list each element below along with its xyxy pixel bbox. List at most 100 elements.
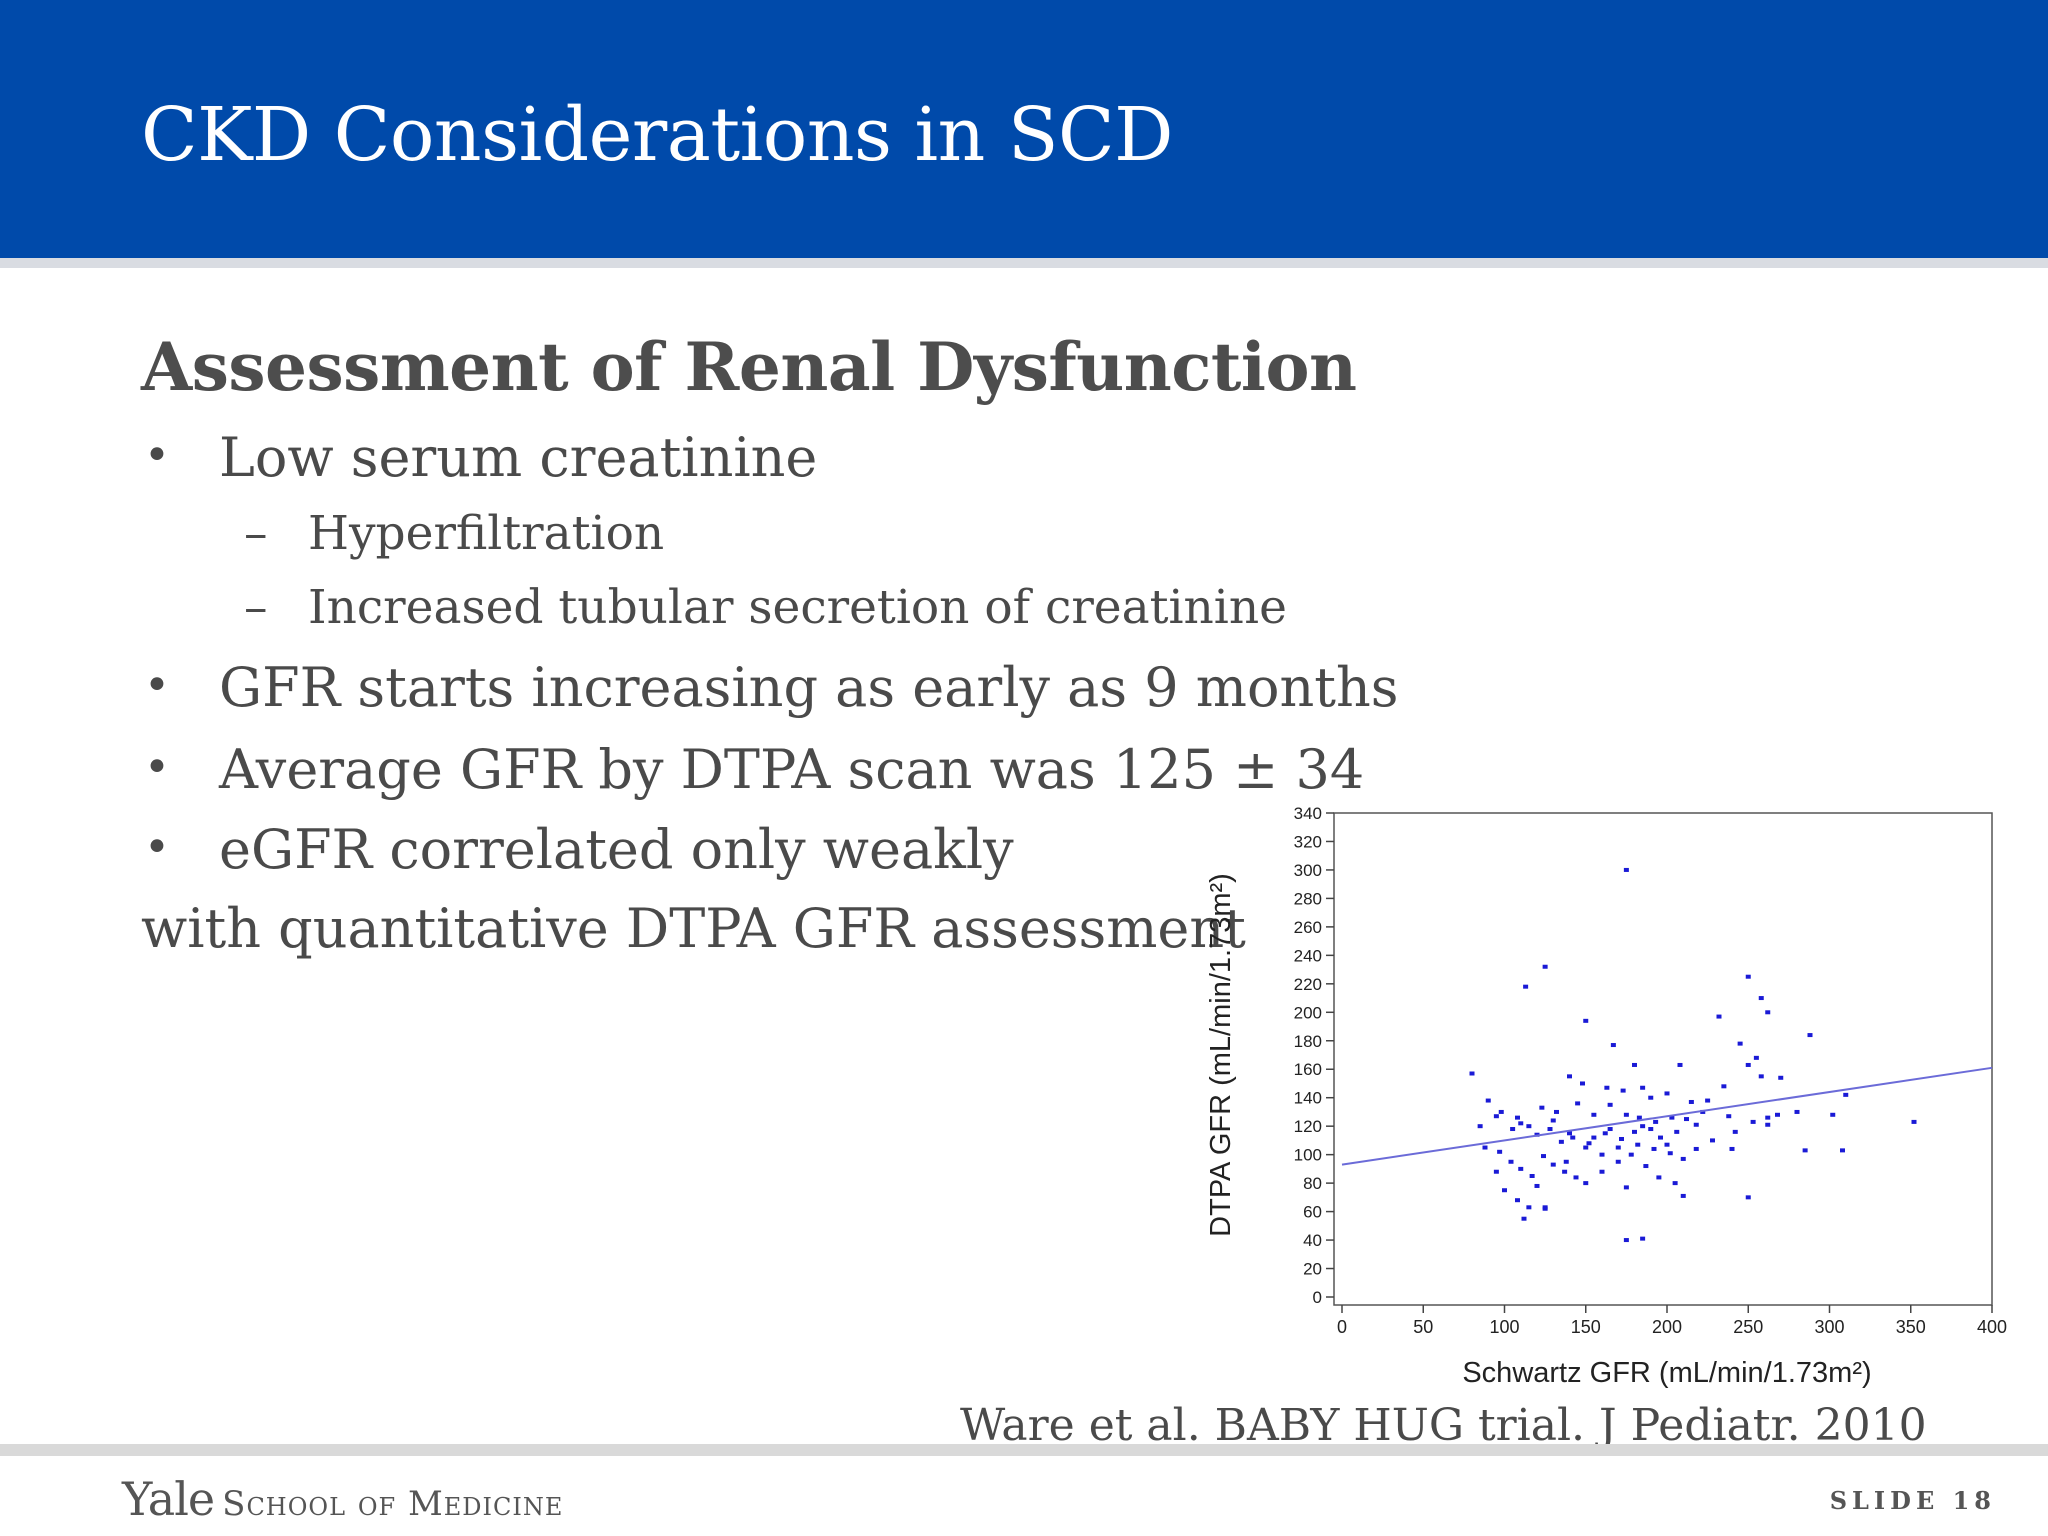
- data-point: [1493, 1169, 1499, 1174]
- data-point: [1541, 1154, 1546, 1159]
- y-tick-label: 120: [1294, 1117, 1322, 1136]
- data-point: [1632, 1129, 1637, 1134]
- data-point: [1651, 1146, 1657, 1151]
- y-tick-label: 340: [1294, 804, 1322, 823]
- data-point: [1534, 1183, 1540, 1188]
- data-point: [1765, 1122, 1771, 1127]
- bullet-text: GFR starts increasing as early as 9 mont…: [219, 656, 1399, 719]
- yale-logo: Yale School of Medicine: [122, 1472, 563, 1526]
- chart-axes: 0 20 40 60 80 100 120 140 160 180 200 220 240 260 280 3…: [1294, 804, 2007, 1337]
- y-tick-label: 40: [1303, 1231, 1322, 1250]
- data-point: [1635, 1142, 1641, 1147]
- data-point: [1563, 1159, 1569, 1164]
- data-point: [1620, 1088, 1626, 1093]
- data-point: [1745, 1062, 1751, 1067]
- data-point: [1482, 1145, 1488, 1150]
- y-tick-label: 0: [1313, 1288, 1322, 1307]
- data-point: [1680, 1193, 1686, 1198]
- y-tick-label: 320: [1294, 832, 1322, 851]
- data-point: [1636, 1115, 1642, 1120]
- data-point: [1830, 1112, 1836, 1117]
- trend-line: [1341, 1066, 1993, 1166]
- y-tick-label: 200: [1294, 1003, 1322, 1022]
- data-point: [1710, 1138, 1715, 1143]
- section-heading: Assessment of Renal Dysfunction: [141, 328, 1357, 406]
- bullet-marker: •: [144, 742, 170, 793]
- data-point: [1643, 1164, 1649, 1169]
- x-tick-label: 300: [1814, 1317, 1844, 1337]
- data-point: [1745, 1195, 1751, 1200]
- bullet-marker: •: [144, 822, 170, 873]
- data-point: [1726, 1114, 1732, 1119]
- y-tick-label: 60: [1303, 1203, 1322, 1222]
- data-point: [1775, 1112, 1780, 1117]
- data-point: [1523, 984, 1529, 989]
- data-point: [1664, 1142, 1670, 1147]
- data-point: [1485, 1098, 1491, 1103]
- bullet-marker: •: [144, 430, 170, 481]
- data-point: [1607, 1102, 1613, 1107]
- data-point: [1526, 1124, 1532, 1129]
- bullet-text: Low serum creatinine: [219, 426, 818, 489]
- data-point: [1640, 1124, 1646, 1129]
- data-point: [1602, 1131, 1608, 1136]
- data-point: [1623, 867, 1629, 872]
- data-point: [1693, 1122, 1699, 1127]
- data-point: [1688, 1099, 1694, 1104]
- data-point: [1529, 1174, 1535, 1178]
- y-tick-label: 300: [1294, 861, 1322, 880]
- data-point: [1677, 1062, 1683, 1067]
- data-point: [1672, 1181, 1678, 1186]
- y-tick-label: 140: [1294, 1089, 1322, 1108]
- data-point: [1700, 1109, 1706, 1114]
- data-point: [1521, 1216, 1527, 1221]
- sub-bullet-text: Increased tubular secretion of creatinin…: [308, 580, 1287, 635]
- data-point: [1640, 1236, 1646, 1241]
- y-axis-label: DTPA GFR (mL/min/1.73m²): [1205, 873, 1237, 1237]
- y-tick-label: 220: [1294, 975, 1322, 994]
- x-tick-label: 200: [1652, 1317, 1682, 1337]
- data-point: [1469, 1071, 1475, 1076]
- data-point: [1547, 1127, 1553, 1132]
- data-point: [1539, 1105, 1545, 1110]
- sub-bullet-text: Hyperfiltration: [308, 506, 665, 561]
- x-axis-label: Schwartz GFR (mL/min/1.73m²): [1462, 1357, 1871, 1389]
- data-point: [1840, 1148, 1845, 1153]
- data-point: [1802, 1148, 1808, 1153]
- y-tick-label: 100: [1294, 1146, 1322, 1165]
- data-point: [1518, 1121, 1524, 1126]
- bullet-marker: •: [144, 660, 170, 711]
- data-point: [1765, 1115, 1771, 1120]
- data-point: [1623, 1238, 1629, 1243]
- data-point: [1656, 1175, 1662, 1180]
- y-tick-label: 160: [1294, 1060, 1322, 1079]
- data-point: [1632, 1062, 1637, 1067]
- data-point: [1570, 1135, 1576, 1140]
- data-point: [1684, 1117, 1689, 1122]
- data-point: [1518, 1166, 1524, 1171]
- x-tick-label: 350: [1896, 1317, 1926, 1337]
- data-point: [1550, 1162, 1556, 1167]
- data-point: [1493, 1114, 1499, 1119]
- data-point: [1498, 1109, 1504, 1114]
- data-point: [1615, 1159, 1621, 1164]
- data-point: [1583, 1018, 1589, 1023]
- data-point: [1623, 1185, 1629, 1190]
- data-point: [1515, 1198, 1520, 1203]
- data-point: [1648, 1095, 1654, 1100]
- logo-school-text: School of Medicine: [222, 1484, 564, 1524]
- data-point: [1591, 1135, 1597, 1140]
- data-point: [1729, 1146, 1735, 1151]
- bullet-text: eGFR correlated only weakly: [219, 818, 1014, 881]
- x-tick-label: 50: [1413, 1317, 1433, 1337]
- x-tick-label: 150: [1571, 1317, 1601, 1337]
- x-tick-label: 250: [1733, 1317, 1763, 1337]
- data-point: [1807, 1033, 1813, 1038]
- data-point: [1669, 1115, 1675, 1120]
- data-point: [1745, 974, 1751, 979]
- data-point: [1567, 1131, 1572, 1136]
- data-point: [1664, 1091, 1670, 1096]
- data-point: [1693, 1146, 1699, 1151]
- data-point: [1911, 1119, 1917, 1124]
- data-point: [1758, 996, 1764, 1001]
